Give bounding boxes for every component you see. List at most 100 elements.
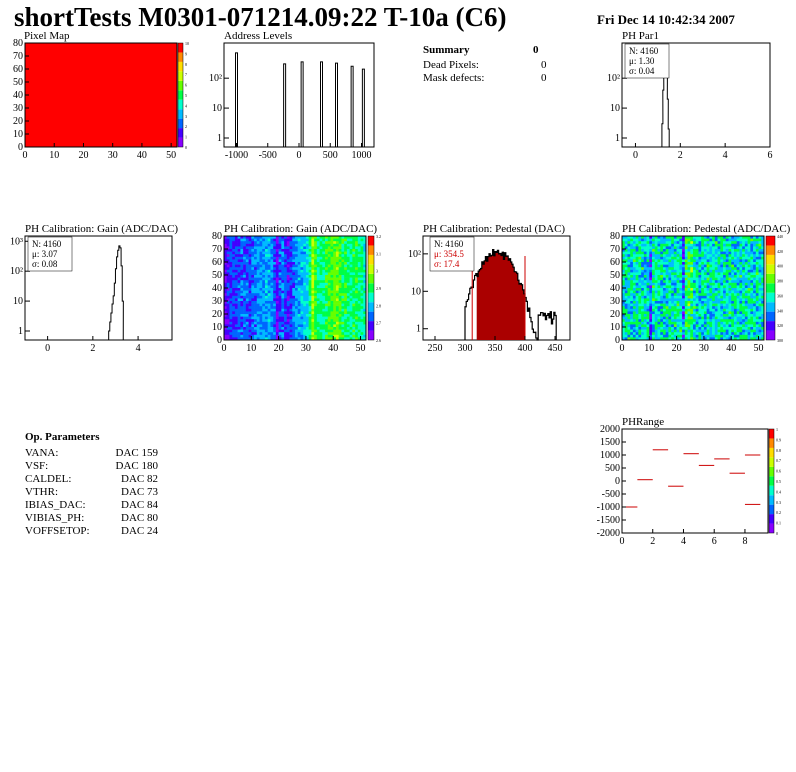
pedestal-map-cell: [638, 251, 642, 255]
pedestal-map-cell: [761, 303, 765, 307]
pedestal-map-cell: [695, 290, 699, 294]
gain-map-cell: [325, 236, 329, 239]
gain-map-cell: [245, 303, 249, 307]
gain-map-cell: [295, 243, 299, 247]
pedestal-map-cell: [717, 334, 721, 338]
gain-map-cell: [316, 332, 320, 336]
pedestal-map-cell: [693, 264, 697, 268]
gain-map-cell: [363, 238, 367, 242]
pedestal-map-cell: [687, 301, 691, 304]
pedestal-map-cell: [695, 311, 699, 315]
pedestal-map-cell: [635, 264, 639, 268]
gain-map-cell: [363, 334, 367, 338]
pedestal-map-cell: [755, 290, 759, 294]
gain-map-cell: [300, 334, 304, 338]
gain-map-cell: [344, 267, 348, 271]
gain-map-cell: [360, 298, 364, 302]
gain-map-cell: [300, 246, 304, 250]
gain-map-cell: [338, 254, 342, 258]
gain-map-cell: [322, 254, 326, 258]
gain-map-cell: [319, 241, 323, 245]
gain-map-cell: [234, 275, 238, 278]
pedestal-map-cell: [665, 295, 669, 299]
pedestal-map-cell: [703, 316, 707, 320]
gain-map-cell: [338, 295, 342, 299]
gain-map-cell: [278, 301, 282, 304]
gain-map-cell: [341, 256, 345, 260]
pedestal-map-cell: [693, 327, 697, 330]
address-peak: [283, 63, 287, 147]
gain-map-cell: [330, 298, 334, 302]
pedestal-map-cell: [703, 298, 707, 302]
gain-map-cell: [286, 238, 290, 242]
pedestal-map-cell: [712, 308, 716, 312]
gain-hist-xtick-label: 0: [45, 343, 50, 354]
pedestal-map-cell: [725, 272, 729, 276]
pedestal-map-cell: [654, 264, 658, 268]
gain-map-cell: [297, 303, 301, 307]
pedestal-map-cell: [624, 277, 628, 281]
pedestal-map-cell: [660, 285, 664, 289]
pedestal-map-cell: [701, 243, 705, 247]
gain-map-cell: [344, 295, 348, 299]
pedestal-map-cell: [693, 262, 697, 265]
pedestal-map-cell: [717, 238, 721, 242]
pedestal-map-cell: [693, 332, 697, 336]
pedestal-map-cell: [747, 321, 751, 325]
gain-map-cell: [295, 293, 299, 297]
pedestal-map-cell: [744, 267, 748, 271]
pedestal-map-cell: [682, 264, 686, 268]
gain-map-cell: [284, 303, 288, 307]
gain-map-cell: [344, 327, 348, 330]
gain-map-cell: [335, 298, 339, 302]
pedestal-map-cell: [723, 241, 727, 245]
gain-map-cell: [300, 238, 304, 242]
gain-map-cell: [311, 280, 315, 284]
pedestal-map-cell: [695, 334, 699, 338]
pedestal-map-cell: [635, 301, 639, 304]
gain-map-cell: [316, 306, 320, 310]
gain-map-ytick-label: 10: [212, 322, 222, 333]
pedestal-map-cell: [728, 285, 732, 289]
gain-map-cell: [330, 251, 334, 255]
gain-map-cell: [295, 282, 299, 286]
gain-map-cell: [295, 241, 299, 245]
pedestal-map-cell: [632, 272, 636, 276]
gain-map-cell: [360, 293, 364, 297]
pedestal-map-cell: [660, 319, 664, 323]
gain-map-cell: [305, 259, 309, 263]
gain-map-cell: [237, 272, 241, 276]
pedestal-map-colorbar-cell: [766, 254, 775, 265]
gain-map-cell: [270, 316, 274, 320]
pedestal-map-cell: [665, 301, 669, 304]
pedestal-map-colorbar-label: 440: [777, 234, 783, 239]
gain-map-cell: [308, 314, 312, 317]
pedestal-map-cell: [632, 329, 636, 333]
gain-map-cell: [278, 306, 282, 310]
pedestal-map-cell: [668, 298, 672, 302]
pedestal-map-cell: [684, 316, 688, 320]
pedestal-map-cell: [632, 301, 636, 304]
pedestal-map-cell: [758, 303, 762, 307]
gain-map-cell: [232, 324, 236, 328]
pedestal-map-cell: [662, 311, 666, 315]
gain-map-cell: [267, 288, 271, 291]
gain-map-cell: [251, 236, 255, 239]
gain-map-cell: [289, 269, 293, 273]
gain-map-cell: [338, 262, 342, 265]
pedestal-map-cell: [641, 334, 645, 338]
gain-map-cell: [333, 259, 337, 263]
pedestal-map-cell: [668, 246, 672, 250]
pedestal-map-cell: [673, 282, 677, 286]
gain-map-cell: [314, 306, 318, 310]
pedestal-map-cell: [684, 238, 688, 242]
pedestal-map-cell: [747, 264, 751, 268]
gain-map-cell: [251, 264, 255, 268]
gain-map-cell: [327, 236, 331, 239]
gain-map-cell: [234, 272, 238, 276]
gain-map-cell: [333, 334, 337, 338]
pedestal-map-cell: [733, 298, 737, 302]
pedestal-map-cell: [720, 301, 724, 304]
pedestal-map-cell: [665, 269, 669, 273]
gain-map-cell: [284, 288, 288, 291]
